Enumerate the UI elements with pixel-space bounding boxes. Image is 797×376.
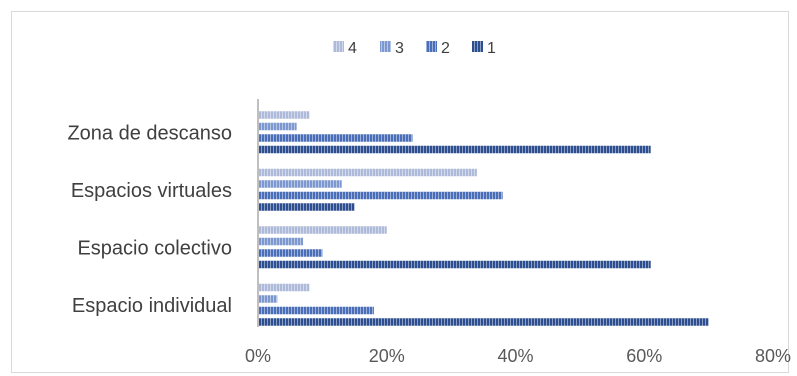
x-tick-label: 60% xyxy=(626,346,662,366)
bars xyxy=(258,111,709,326)
bar-1-2 xyxy=(258,260,651,269)
legend-label-3: 3 xyxy=(395,40,404,57)
bar-4-2 xyxy=(258,226,387,234)
bar-2-4 xyxy=(258,134,413,142)
x-tick-label: 0% xyxy=(245,346,271,366)
bar-3-3 xyxy=(258,180,342,188)
legend-label-1: 1 xyxy=(487,40,496,57)
x-tick-label: 40% xyxy=(497,346,533,366)
category-label: Zona de descanso xyxy=(67,122,232,144)
bar-4-4 xyxy=(258,111,310,119)
legend-swatch-3 xyxy=(380,41,391,52)
legend-swatch-1 xyxy=(472,41,483,52)
bar-1-1 xyxy=(258,318,709,326)
legend-swatch-4 xyxy=(333,41,344,52)
bar-2-2 xyxy=(258,249,323,257)
legend-label-2: 2 xyxy=(441,40,450,57)
category-labels: Espacio individual Espacio colectivo Espac… xyxy=(67,122,232,317)
x-tick-label: 80% xyxy=(755,346,791,366)
bar-4-1 xyxy=(258,283,310,292)
legend-swatch-2 xyxy=(426,41,437,52)
x-tick-label: 20% xyxy=(369,346,405,366)
category-label: Espacio individual xyxy=(72,295,232,317)
bar-3-1 xyxy=(258,295,278,303)
bar-3-4 xyxy=(258,122,297,131)
legend-label-4: 4 xyxy=(348,40,357,57)
category-label: Espacio colectivo xyxy=(77,237,232,259)
bar-3-2 xyxy=(258,237,304,246)
x-tick-labels: 0% 20% 40% 60% 80% xyxy=(245,346,791,366)
category-label: Espacios virtuales xyxy=(71,180,232,202)
bar-1-3 xyxy=(258,203,355,211)
bar-1-4 xyxy=(258,145,651,154)
bar-2-1 xyxy=(258,306,374,315)
legend: 4 3 2 1 xyxy=(333,40,496,57)
bar-4-3 xyxy=(258,168,477,177)
bar-2-3 xyxy=(258,191,503,200)
